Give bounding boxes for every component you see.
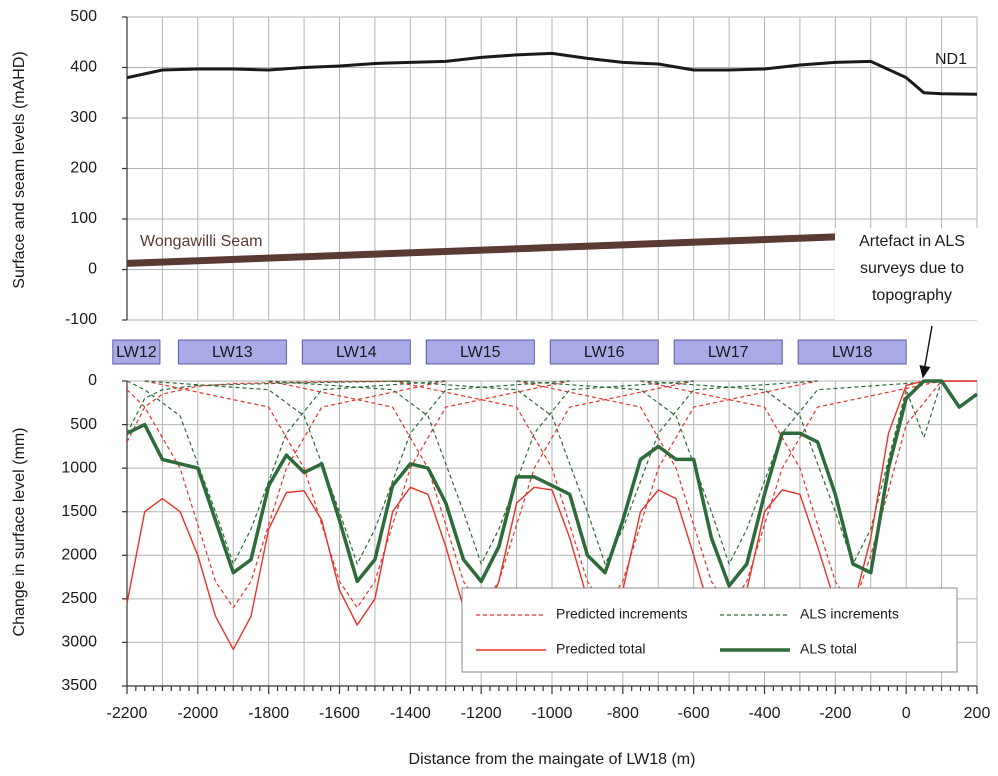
x-tick-label: -1000 [532,705,573,722]
y-tick-label: 1000 [61,459,97,476]
annotation-box [835,228,987,320]
x-tick-label: -1400 [390,705,431,722]
x-tick-label: -1800 [248,705,289,722]
x-tick-label: 200 [964,705,991,722]
y-tick-label: 2000 [61,547,97,564]
x-tick-label: -600 [678,705,710,722]
longwall-label: LW13 [212,344,253,361]
increment-line [392,380,818,609]
x-tick-label: -400 [748,705,780,722]
longwall-label: LW16 [584,344,625,361]
longwall-label: LW18 [832,344,873,361]
increment-line [516,380,942,609]
y-tick-label: -100 [65,311,97,328]
longwall-panel [177,339,287,365]
y-tick-label: 1500 [61,503,97,520]
increment-line [640,380,977,565]
increment-line [126,380,411,443]
longwall-panel [673,339,783,365]
longwall-panel [797,339,907,365]
longwall-panel [301,339,411,365]
legend-label: ALS increments [800,606,899,622]
increment-line [144,380,570,609]
legend-label: Predicted total [556,641,646,657]
increment-line [392,380,818,565]
increment-line [144,380,570,565]
y-tick-label: 500 [70,8,97,25]
increment-line [126,380,446,609]
longwall-label: LW15 [460,344,501,361]
increment-line [126,380,446,565]
increment-line [268,380,694,609]
legend-label: Predicted increments [556,606,688,622]
annotation: topography [872,287,952,304]
y-axis-title: Change in surface level (mm) [11,428,28,637]
x-tick-label: -800 [607,705,639,722]
x-tick-label: 0 [902,705,911,722]
annotation-arrow [919,325,933,379]
y-tick-label: 200 [70,160,97,177]
y-tick-label: 0 [88,261,97,278]
y-axis-title: Surface and seam levels (mAHD) [11,51,28,288]
longwall-panel [425,339,535,365]
x-tick-label: -2000 [177,705,218,722]
y-tick-label: 400 [70,59,97,76]
increment-line [126,380,411,434]
y-tick-label: 2500 [61,590,97,607]
y-tick-label: 3000 [61,634,97,651]
legend-box [461,587,958,673]
longwall-panel [112,339,161,365]
x-tick-label: -1200 [461,705,502,722]
increment-line [268,380,694,565]
x-axis-title: Distance from the maingate of LW18 (m) [409,751,696,768]
longwall-label: LW12 [116,344,157,361]
series-label: ND1 [935,51,967,68]
legend-label: ALS total [800,641,857,657]
increment-line [516,380,942,565]
series-line [126,51,978,96]
y-tick-label: 300 [70,109,97,126]
longwall-panel [549,339,659,365]
longwall-label: LW17 [708,344,749,361]
annotation: surveys due to [860,260,964,277]
x-tick-label: -1600 [319,705,360,722]
longwall-label: LW14 [336,344,377,361]
y-tick-label: 100 [70,210,97,227]
increment-line [640,380,977,609]
x-tick-label: -200 [819,705,851,722]
series-line [126,379,979,588]
x-tick-label: -2200 [107,705,148,722]
series-label: Wongawilli Seam [140,233,262,250]
y-tick-label: 500 [70,416,97,433]
y-tick-label: 3500 [61,677,97,694]
y-tick-label: 0 [88,372,97,389]
annotation: Artefact in ALS [859,233,965,250]
